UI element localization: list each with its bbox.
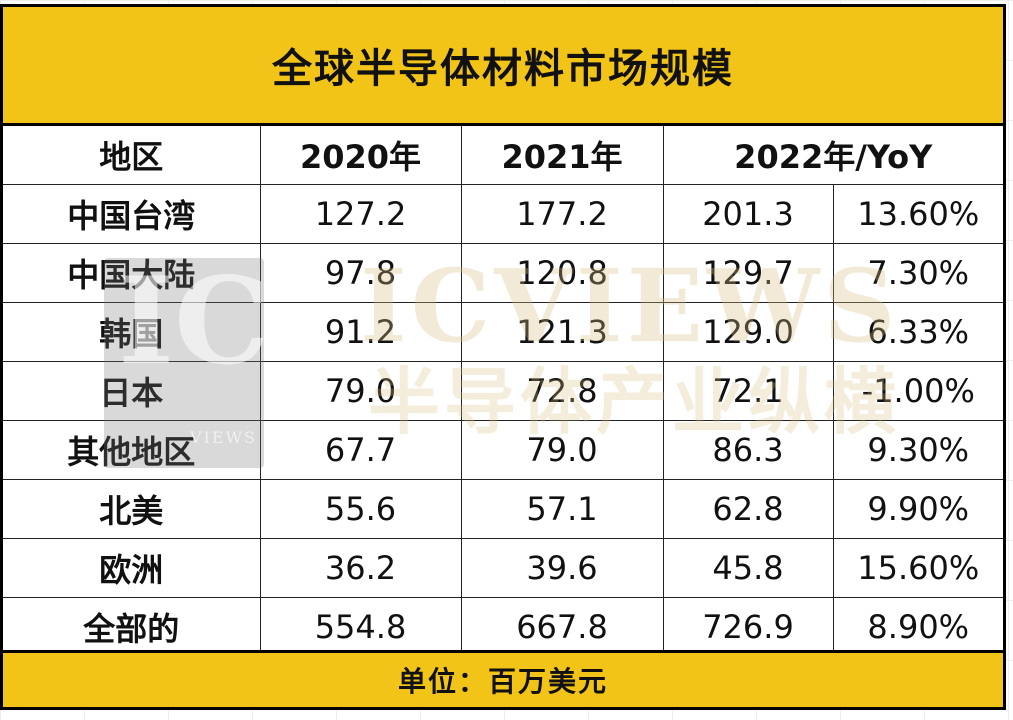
table-row: 全部的 554.8 667.8 726.9 8.90% xyxy=(3,597,1003,656)
yoy-cell: 15.60% xyxy=(832,538,1003,598)
table-row: 中国台湾 127.2 177.2 201.3 13.60% xyxy=(3,184,1003,244)
table-row: 欧洲 36.2 39.6 45.8 15.60% xyxy=(3,538,1003,598)
region-cell: 日本 xyxy=(3,361,261,421)
value-2020-cell: 127.2 xyxy=(259,184,462,244)
title-band: 全球半导体材料市场规模 xyxy=(3,7,1003,126)
value-2021-cell: 72.8 xyxy=(460,361,664,421)
table-row: 日本 79.0 72.8 72.1 -1.00% xyxy=(3,361,1003,421)
market-size-table: 全球半导体材料市场规模 地区 2020年 2021年 2022年/YoY 中国台… xyxy=(0,4,1006,710)
table-row: 中国大陆 97.8 120.8 129.7 7.30% xyxy=(3,243,1003,303)
value-2022-cell: 201.3 xyxy=(662,184,834,244)
value-2020-cell: 91.2 xyxy=(259,302,462,362)
header-cell-2022-yoy: 2022年/YoY xyxy=(662,126,1003,185)
value-2022-cell: 86.3 xyxy=(662,420,834,480)
region-cell: 欧洲 xyxy=(3,538,261,598)
yoy-cell: 8.90% xyxy=(832,597,1003,656)
header-cell-region: 地区 xyxy=(3,126,261,185)
region-cell: 中国台湾 xyxy=(3,184,261,244)
table-row: 韩国 91.2 121.3 129.0 6.33% xyxy=(3,302,1003,362)
yoy-cell: 13.60% xyxy=(832,184,1003,244)
footer-band: 单位：百万美元 xyxy=(3,650,1003,707)
yoy-cell: 6.33% xyxy=(832,302,1003,362)
header-row: 地区 2020年 2021年 2022年/YoY xyxy=(3,126,1003,185)
region-cell: 中国大陆 xyxy=(3,243,261,303)
value-2021-cell: 57.1 xyxy=(460,479,664,539)
table-row: 其他地区 67.7 79.0 86.3 9.30% xyxy=(3,420,1003,480)
region-cell: 韩国 xyxy=(3,302,261,362)
value-2022-cell: 726.9 xyxy=(662,597,834,656)
region-cell: 其他地区 xyxy=(3,420,261,480)
value-2021-cell: 39.6 xyxy=(460,538,664,598)
value-2021-cell: 120.8 xyxy=(460,243,664,303)
value-2022-cell: 62.8 xyxy=(662,479,834,539)
unit-note: 单位：百万美元 xyxy=(397,665,608,698)
yoy-cell: -1.00% xyxy=(832,361,1003,421)
value-2020-cell: 554.8 xyxy=(259,597,462,656)
yoy-cell: 7.30% xyxy=(832,243,1003,303)
table-row: 北美 55.6 57.1 62.8 9.90% xyxy=(3,479,1003,539)
region-cell: 北美 xyxy=(3,479,261,539)
value-2020-cell: 97.8 xyxy=(259,243,462,303)
value-2021-cell: 667.8 xyxy=(460,597,664,656)
value-2021-cell: 121.3 xyxy=(460,302,664,362)
value-2022-cell: 129.7 xyxy=(662,243,834,303)
value-2022-cell: 129.0 xyxy=(662,302,834,362)
value-2021-cell: 79.0 xyxy=(460,420,664,480)
value-2020-cell: 79.0 xyxy=(259,361,462,421)
header-cell-2021: 2021年 xyxy=(460,126,664,185)
yoy-cell: 9.90% xyxy=(832,479,1003,539)
value-2020-cell: 67.7 xyxy=(259,420,462,480)
value-2021-cell: 177.2 xyxy=(460,184,664,244)
value-2020-cell: 36.2 xyxy=(259,538,462,598)
yoy-cell: 9.30% xyxy=(832,420,1003,480)
table-title: 全球半导体材料市场规模 xyxy=(272,46,734,92)
region-cell: 全部的 xyxy=(3,597,261,656)
value-2022-cell: 72.1 xyxy=(662,361,834,421)
value-2022-cell: 45.8 xyxy=(662,538,834,598)
value-2020-cell: 55.6 xyxy=(259,479,462,539)
header-cell-2020: 2020年 xyxy=(259,126,462,185)
data-table: 地区 2020年 2021年 2022年/YoY 中国台湾 127.2 177.2 2… xyxy=(3,126,1003,656)
